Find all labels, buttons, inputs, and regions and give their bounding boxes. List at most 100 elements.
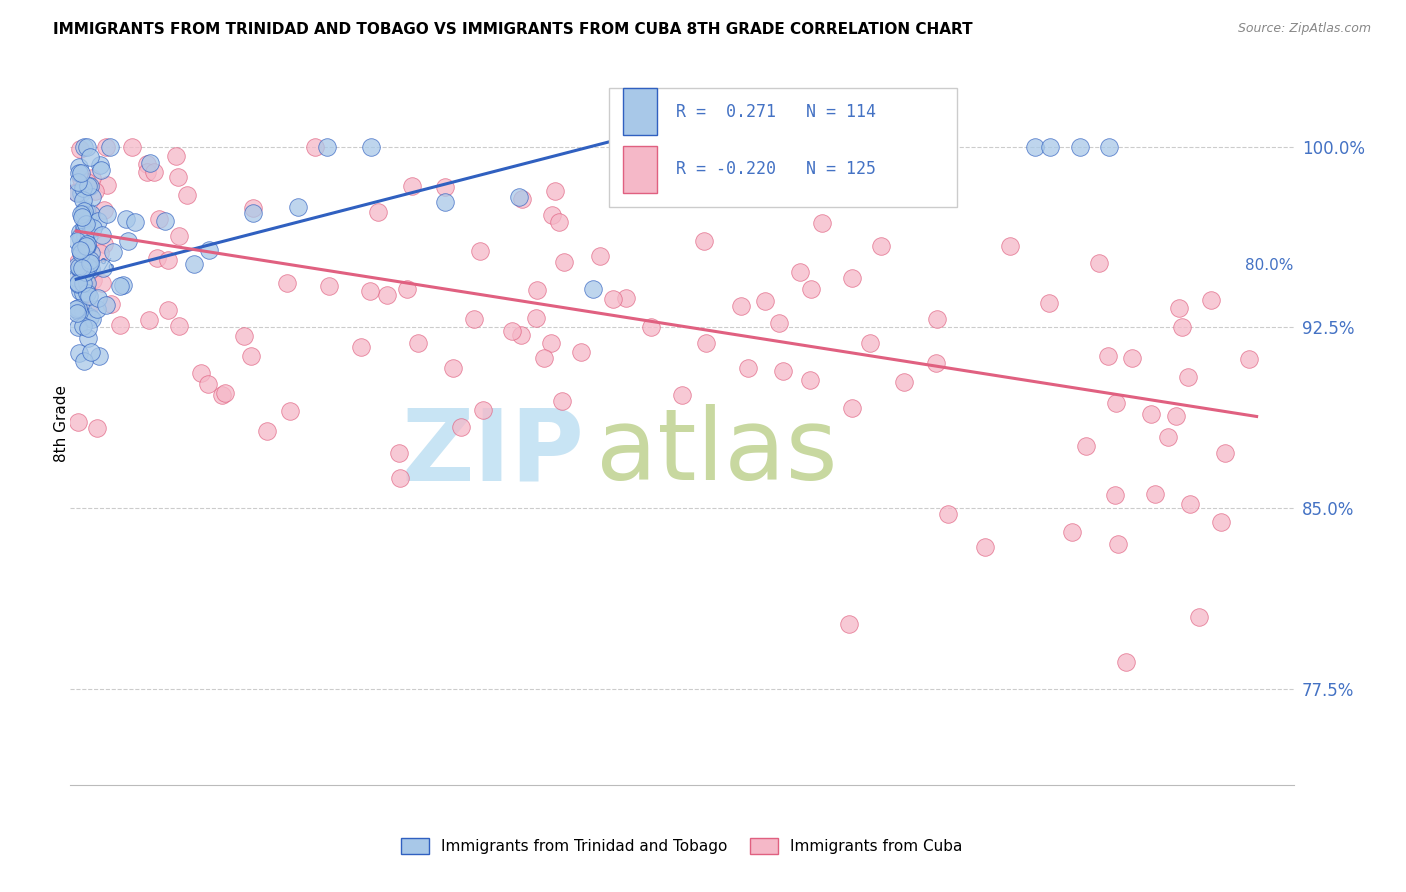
Point [111,277,134,292]
Point [434,180,457,194]
Point [728,139,751,153]
Point [80,207,103,221]
Point [359,284,381,298]
Point [76,139,98,153]
Point [501,324,523,338]
Point [76,237,98,252]
Point [79,150,101,164]
Point [66,259,89,273]
Point [655,184,678,198]
Text: ZIP: ZIP [401,404,583,501]
Point [626,167,648,181]
Point [115,211,138,226]
Point [79,178,101,193]
Point [1024,139,1046,153]
Point [799,373,821,387]
Point [75,238,97,252]
Point [803,139,825,153]
Point [75,217,97,231]
Point [789,265,811,279]
Point [925,356,948,370]
Point [66,277,89,291]
Point [1098,139,1121,153]
Point [76,175,98,189]
Point [69,246,91,260]
Point [737,360,759,375]
Point [838,616,860,631]
Point [256,424,278,438]
Point [1060,524,1083,539]
Point [142,165,165,179]
Point [77,289,100,303]
Point [350,340,373,354]
Point [870,238,893,252]
Point [67,415,90,429]
Text: R =  0.271   N = 114: R = 0.271 N = 114 [676,103,876,121]
Point [91,276,114,290]
Point [90,228,112,243]
Text: 80.0%: 80.0% [1246,258,1294,273]
Point [69,142,91,156]
Point [998,239,1021,253]
Point [91,260,114,275]
Point [754,294,776,309]
Point [406,335,429,350]
Point [450,420,472,434]
Point [396,282,419,296]
Point [108,318,131,332]
Point [117,234,139,248]
Point [1213,445,1236,459]
Point [90,162,112,177]
Point [1209,515,1232,529]
Point [83,185,105,199]
Point [1139,407,1161,421]
Point [93,203,115,218]
Point [89,245,111,260]
Point [69,166,91,180]
Point [77,211,100,226]
Point [87,292,110,306]
Point [70,166,93,180]
Point [280,404,302,418]
Point [70,210,93,224]
Point [153,214,176,228]
Point [1237,352,1260,367]
Point [80,312,103,326]
Text: R = -0.220   N = 125: R = -0.220 N = 125 [676,161,876,178]
Point [1107,537,1129,551]
Point [100,297,122,311]
Point [98,139,121,153]
Point [925,312,948,326]
Point [75,226,97,240]
Point [67,305,90,319]
Point [800,282,823,296]
Point [66,186,89,200]
Point [176,187,198,202]
Point [73,203,96,218]
Point [94,298,117,312]
Point [80,246,103,260]
Point [80,344,103,359]
Point [602,292,624,306]
Point [67,260,90,275]
Point [553,255,575,269]
Point [169,229,191,244]
Point [72,193,94,207]
Point [157,303,180,318]
Point [96,207,118,221]
Point [139,155,162,169]
Point [510,192,533,206]
Point [541,208,564,222]
Point [190,366,212,380]
Point [1105,395,1128,409]
Point [571,344,593,359]
Point [1180,497,1202,511]
Point [540,336,562,351]
Point [441,360,464,375]
Point [79,252,101,267]
Point [695,336,717,351]
Point [167,318,190,333]
Point [138,313,160,327]
Point [1167,301,1189,316]
Point [70,207,93,221]
